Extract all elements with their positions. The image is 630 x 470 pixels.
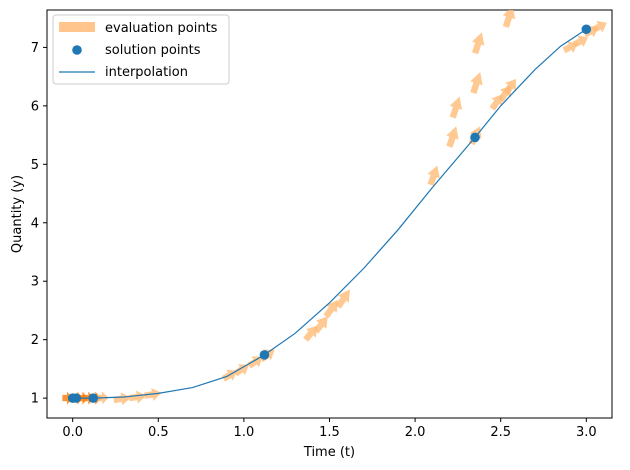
evaluation-arrow [591, 20, 607, 33]
x-tick-label: 0.0 [62, 425, 83, 440]
legend-item: evaluation points [59, 21, 218, 36]
legend-label: interpolation [105, 65, 188, 80]
y-tick-label: 5 [31, 158, 39, 173]
evaluation-arrow [502, 10, 516, 28]
x-axis-label: Time (t) [303, 445, 355, 460]
solution-points [67, 24, 592, 403]
legend-label: evaluation points [105, 21, 218, 36]
evaluation-arrow [449, 96, 463, 119]
solution-point [259, 350, 270, 360]
evaluation-arrow [62, 391, 73, 405]
evaluation-arrow [335, 289, 350, 309]
y-tick-label: 2 [31, 333, 39, 348]
legend-item: interpolation [59, 65, 188, 80]
legend-box [52, 14, 230, 85]
x-tick-label: 1.5 [319, 425, 340, 440]
solution-point [470, 132, 480, 143]
solution-point [88, 393, 99, 403]
y-axis-label: Quantity (y) [10, 175, 25, 253]
axis-ticks: 0.0 0.5 1.0 1.5 2.0 2.5 3.0 1 2 3 4 5 6 7 [31, 41, 597, 440]
evaluation-arrow [113, 392, 131, 406]
interpolation-line [72, 28, 587, 399]
evaluation-arrow [472, 32, 485, 55]
y-tick-label: 4 [31, 216, 39, 231]
chart-marks [62, 10, 607, 406]
legend-swatch-evaluation [59, 22, 95, 32]
evaluation-arrow [470, 72, 483, 94]
evaluation-arrow [562, 41, 578, 54]
y-tick-label: 1 [31, 392, 39, 407]
legend-item: solution points [72, 43, 201, 58]
x-tick-label: 1.0 [234, 425, 255, 440]
y-tick-label: 3 [31, 275, 39, 290]
x-tick-label: 3.0 [576, 425, 597, 440]
evaluation-arrow [313, 316, 328, 334]
y-tick-label: 7 [31, 41, 39, 56]
evaluation-arrow [233, 364, 249, 377]
solution-point [71, 393, 81, 403]
legend-label: solution points [105, 43, 201, 58]
x-tick-label: 0.5 [148, 425, 169, 440]
evaluation-arrow [572, 35, 588, 48]
evaluation-arrow [128, 390, 147, 404]
solution-point [581, 24, 592, 35]
evaluation-arrow [446, 126, 459, 148]
evaluation-arrow [503, 79, 517, 95]
legend-swatch-solution [72, 45, 82, 55]
y-tick-label: 6 [31, 99, 39, 114]
x-tick-label: 2.0 [405, 425, 426, 440]
evaluation-points [62, 10, 607, 406]
evaluation-arrow [247, 356, 263, 369]
legend: evaluation points solution points interpol… [52, 14, 230, 85]
evaluation-arrow [323, 299, 339, 319]
x-tick-label: 2.5 [490, 425, 511, 440]
evaluation-arrow [427, 165, 440, 186]
